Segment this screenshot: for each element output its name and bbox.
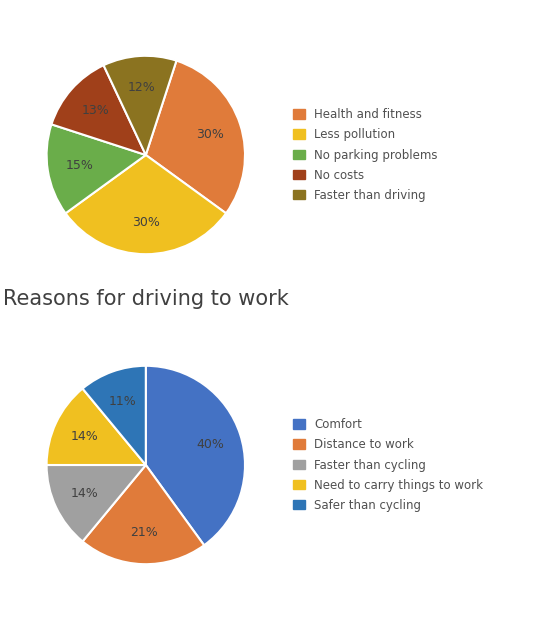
Title: Reasons for driving to work: Reasons for driving to work xyxy=(3,289,289,309)
Wedge shape xyxy=(46,125,146,213)
Text: 13%: 13% xyxy=(82,104,109,117)
Wedge shape xyxy=(146,61,245,213)
Text: 14%: 14% xyxy=(71,487,99,500)
Wedge shape xyxy=(146,366,245,545)
Wedge shape xyxy=(104,56,177,155)
Legend: Comfort, Distance to work, Faster than cycling, Need to carry things to work, Sa: Comfort, Distance to work, Faster than c… xyxy=(288,414,488,516)
Text: 40%: 40% xyxy=(196,438,224,451)
Text: 11%: 11% xyxy=(109,395,137,408)
Wedge shape xyxy=(51,65,146,155)
Text: 12%: 12% xyxy=(127,81,156,94)
Legend: Health and fitness, Less pollution, No parking problems, No costs, Faster than d: Health and fitness, Less pollution, No p… xyxy=(288,104,442,206)
Wedge shape xyxy=(65,155,226,254)
Wedge shape xyxy=(83,366,146,465)
Text: 30%: 30% xyxy=(196,128,224,141)
Wedge shape xyxy=(46,389,146,465)
Wedge shape xyxy=(46,465,146,541)
Text: 30%: 30% xyxy=(132,216,160,229)
Text: 15%: 15% xyxy=(65,159,93,172)
Wedge shape xyxy=(83,465,204,564)
Text: 14%: 14% xyxy=(71,430,99,443)
Text: 21%: 21% xyxy=(130,526,158,539)
